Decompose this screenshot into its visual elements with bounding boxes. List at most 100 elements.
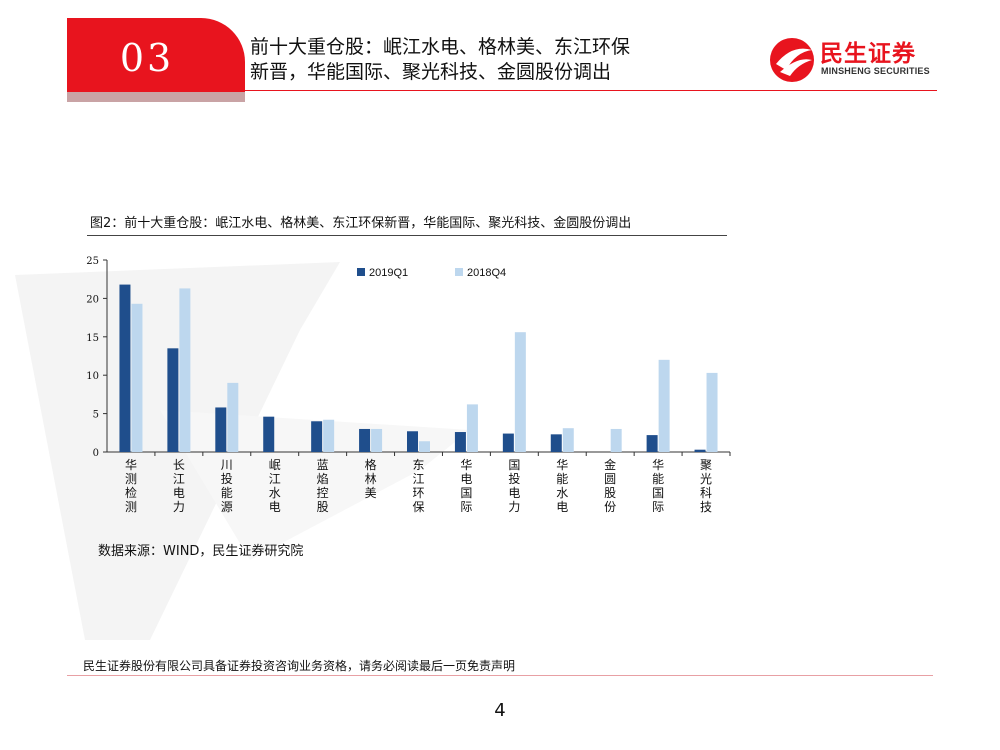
bar-2019Q1-0: [119, 284, 131, 452]
x-category-label: 国: [652, 486, 664, 500]
section-tab: [67, 18, 245, 94]
x-category-label: 电: [508, 486, 520, 500]
bar-2018Q4-11: [658, 359, 670, 452]
x-category-label: 水: [556, 486, 568, 500]
x-category-label: 测: [125, 500, 137, 514]
figure-title: 图2：前十大重仓股：岷江水电、格林美、东江环保新晋，华能国际、聚光科技、金圆股份…: [90, 216, 632, 231]
section-number: 03: [119, 36, 175, 80]
bar-2019Q1-5: [359, 428, 371, 452]
x-category-label: 能: [221, 486, 233, 500]
legend-label-2018Q4: 2018Q4: [467, 267, 506, 279]
x-category-label: 投: [221, 471, 233, 486]
x-category-label: 技: [700, 500, 712, 514]
x-category-label: 江: [173, 472, 185, 486]
x-category-label: 电: [556, 500, 568, 514]
figure-source: 数据来源：WIND，民生证券研究院: [98, 544, 304, 559]
logo-subtext: MINSHENG SECURITIES: [821, 66, 930, 76]
x-category-label: 华: [652, 458, 664, 472]
y-tick-label: 20: [86, 294, 99, 305]
logo-emblem: [770, 38, 814, 82]
x-category-label: 测: [125, 472, 137, 486]
x-category-label: 华: [125, 458, 137, 472]
x-category-label: 圆: [604, 472, 616, 486]
x-category-label: 华: [460, 458, 472, 472]
x-category-label: 科: [700, 486, 712, 500]
bar-2019Q1-12: [694, 449, 706, 452]
x-category-label: 林: [365, 472, 377, 486]
x-category-label: 江: [412, 472, 424, 486]
x-category-label: 控: [317, 486, 329, 500]
bar-2018Q4-1: [179, 288, 191, 452]
y-tick-label: 10: [86, 371, 99, 382]
footer-divider: [67, 675, 933, 676]
bar-2019Q1-6: [407, 431, 418, 452]
legend-label-2019Q1: 2019Q1: [369, 267, 408, 279]
x-category-label: 华: [556, 458, 568, 472]
page-number: 4: [494, 700, 506, 721]
x-category-label: 江: [269, 472, 281, 486]
bar-2018Q4-2: [227, 382, 239, 452]
bar-chart: 0510152025华测检测长江电力川投能源岷江水电蓝焰控股格林美东江环保华电国…: [86, 256, 731, 514]
legend-swatch-2018Q4: [455, 268, 463, 276]
x-category-label: 金: [604, 457, 616, 472]
x-category-label: 能: [652, 472, 664, 486]
bar-2018Q4-0: [131, 303, 143, 452]
x-category-label: 电: [460, 472, 472, 486]
x-category-label: 力: [173, 500, 185, 514]
x-category-label: 保: [412, 500, 424, 514]
x-category-label: 美: [365, 486, 377, 500]
page-title: 前十大重仓股：岷江水电、格林美、东江环保 新晋，华能国际、聚光科技、金圆股份调出: [250, 35, 750, 85]
bar-2018Q4-6: [419, 441, 430, 452]
x-category-label: 格: [365, 457, 377, 472]
bar-2018Q4-9: [562, 428, 574, 452]
bar-2018Q4-8: [514, 332, 526, 452]
x-category-label: 力: [508, 500, 520, 514]
bar-2019Q1-2: [215, 407, 227, 452]
bar-2018Q4-10: [610, 428, 622, 452]
bar-2019Q1-3: [263, 416, 275, 452]
bar-2019Q1-8: [502, 433, 514, 452]
y-tick-label: 5: [93, 410, 99, 421]
bar-2018Q4-4: [323, 419, 335, 452]
x-category-label: 聚: [700, 458, 712, 472]
x-category-label: 能: [556, 472, 568, 486]
x-category-label: 份: [604, 500, 616, 514]
legend-swatch-2019Q1: [357, 268, 365, 276]
x-category-label: 际: [652, 500, 664, 514]
bar-2018Q4-5: [371, 428, 383, 452]
bar-2019Q1-1: [167, 348, 179, 452]
x-category-label: 长: [173, 458, 185, 472]
x-category-label: 光: [700, 472, 712, 486]
section-tab-shadow: [67, 92, 245, 102]
bar-2019Q1-9: [550, 434, 562, 452]
x-category-label: 焰: [317, 471, 329, 486]
y-tick-label: 0: [93, 448, 99, 459]
logo-text: 民生证券: [820, 41, 916, 67]
x-category-label: 蓝: [317, 458, 329, 472]
x-category-label: 岷: [269, 457, 281, 472]
bar-2019Q1-7: [454, 432, 466, 452]
x-category-label: 投: [508, 471, 520, 486]
page-title-line2: 新晋，华能国际、聚光科技、金圆股份调出: [250, 61, 612, 83]
x-category-label: 水: [269, 486, 281, 500]
page-title-line1: 前十大重仓股：岷江水电、格林美、东江环保: [250, 36, 631, 58]
x-category-label: 环: [412, 486, 424, 500]
x-category-label: 股: [604, 486, 616, 500]
x-category-label: 际: [460, 500, 472, 514]
bar-2018Q4-7: [466, 404, 478, 452]
footer-disclaimer: 民生证券股份有限公司具备证券投资咨询业务资格，请务必阅读最后一页免责声明: [83, 659, 516, 673]
y-tick-label: 25: [86, 256, 99, 267]
x-category-label: 国: [460, 486, 472, 500]
x-category-label: 电: [269, 500, 281, 514]
x-category-label: 东: [412, 458, 424, 472]
x-category-label: 检: [125, 485, 137, 500]
bar-2018Q4-12: [706, 372, 718, 452]
y-tick-label: 15: [86, 333, 99, 344]
x-category-label: 国: [508, 458, 520, 472]
header-divider: [245, 90, 937, 91]
bar-2019Q1-11: [646, 435, 658, 452]
x-category-label: 股: [317, 500, 329, 514]
x-category-label: 源: [221, 500, 233, 514]
x-category-label: 川: [221, 458, 233, 472]
x-category-label: 电: [173, 486, 185, 500]
